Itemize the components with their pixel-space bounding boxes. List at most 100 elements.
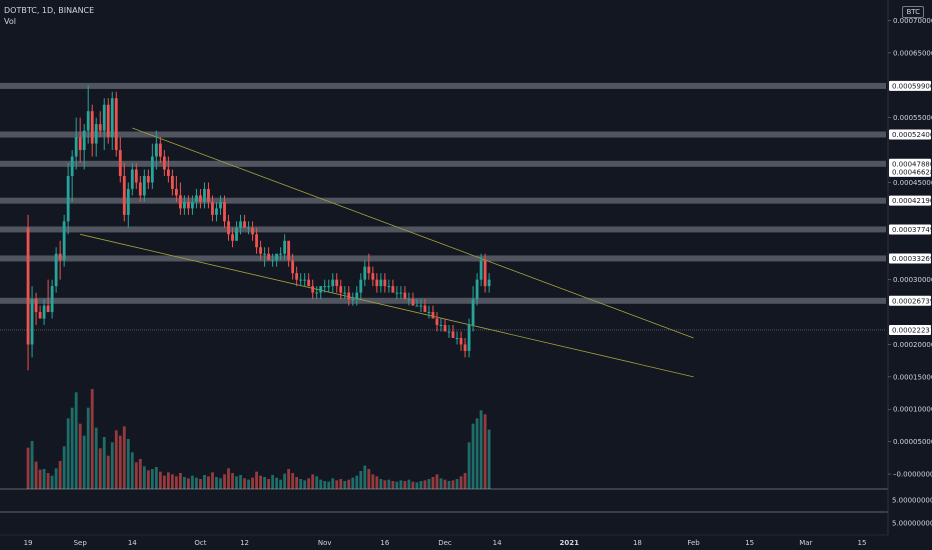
candle[interactable] — [138, 175, 142, 202]
candle[interactable] — [275, 253, 279, 267]
candle[interactable] — [283, 234, 287, 261]
candle[interactable] — [459, 331, 463, 351]
candle[interactable] — [383, 273, 387, 293]
price-label-6[interactable]: 0.00033269 — [889, 253, 932, 264]
candle[interactable] — [307, 273, 311, 287]
sr-zone-2[interactable] — [0, 160, 886, 167]
price-label-1[interactable]: 0.00052400 — [889, 129, 932, 140]
candle[interactable] — [419, 299, 423, 313]
candle[interactable] — [479, 253, 483, 287]
candle[interactable] — [98, 111, 102, 138]
candle[interactable] — [170, 169, 174, 196]
candle[interactable] — [263, 247, 267, 267]
candle[interactable] — [455, 331, 459, 345]
trendline-0[interactable] — [132, 127, 694, 339]
candle[interactable] — [475, 273, 479, 306]
candle[interactable] — [415, 299, 419, 307]
candle[interactable] — [327, 279, 331, 293]
candle[interactable] — [367, 253, 371, 280]
sr-zone-0[interactable] — [0, 82, 886, 89]
price-label-7[interactable]: 0.00026739 — [889, 295, 932, 306]
price-label-3[interactable]: 0.00046628 — [889, 166, 932, 177]
sr-zone-1[interactable] — [0, 131, 886, 138]
candle[interactable] — [407, 292, 411, 306]
candle[interactable] — [311, 279, 315, 300]
candle[interactable] — [387, 279, 391, 293]
candle[interactable] — [187, 195, 190, 215]
candle[interactable] — [195, 188, 198, 209]
candle[interactable] — [391, 279, 395, 293]
candle[interactable] — [142, 169, 146, 202]
candle[interactable] — [110, 91, 114, 151]
candle[interactable] — [199, 188, 202, 209]
candle[interactable] — [451, 325, 455, 338]
candle[interactable] — [247, 221, 250, 235]
candle[interactable] — [211, 195, 214, 222]
candle[interactable] — [122, 163, 126, 222]
candle[interactable] — [62, 214, 66, 267]
candle[interactable] — [66, 163, 70, 235]
candle[interactable] — [447, 325, 451, 338]
candle[interactable] — [363, 260, 367, 287]
candle[interactable] — [335, 273, 339, 293]
candle[interactable] — [271, 253, 275, 267]
candle[interactable] — [219, 195, 222, 215]
candle[interactable] — [423, 299, 427, 313]
candle[interactable] — [34, 292, 38, 326]
trendline-1[interactable] — [80, 233, 694, 378]
candle[interactable] — [375, 273, 379, 293]
candle[interactable] — [46, 279, 50, 313]
candle[interactable] — [343, 286, 347, 300]
candle[interactable] — [319, 286, 323, 300]
candle[interactable] — [179, 182, 182, 215]
candle[interactable] — [203, 182, 206, 209]
candle[interactable] — [487, 273, 491, 293]
candle[interactable] — [443, 318, 447, 332]
candle[interactable] — [295, 266, 299, 287]
price-label-2[interactable]: 0.00047880 — [889, 158, 932, 169]
candle[interactable] — [231, 227, 234, 248]
candle[interactable] — [427, 305, 431, 319]
candle[interactable] — [114, 91, 118, 157]
candle[interactable] — [118, 137, 122, 183]
price-label-4[interactable]: 0.00042190 — [889, 195, 932, 206]
candle[interactable] — [403, 286, 407, 300]
candle[interactable] — [134, 163, 138, 189]
candle[interactable] — [174, 175, 178, 202]
candle[interactable] — [331, 273, 335, 293]
candle[interactable] — [355, 286, 359, 306]
candle[interactable] — [78, 117, 82, 164]
candle[interactable] — [146, 169, 150, 189]
candle[interactable] — [54, 247, 58, 293]
candle[interactable] — [42, 299, 46, 326]
candle[interactable] — [50, 279, 54, 319]
candle[interactable] — [371, 266, 375, 287]
price-label-8[interactable]: 0.00022237 — [889, 324, 932, 335]
candle[interactable] — [411, 292, 415, 306]
candle[interactable] — [435, 312, 439, 332]
candle[interactable] — [255, 227, 258, 254]
candle[interactable] — [70, 150, 74, 202]
candle[interactable] — [315, 286, 319, 300]
candle[interactable] — [351, 292, 355, 306]
candle[interactable] — [223, 195, 226, 228]
candle[interactable] — [323, 279, 327, 293]
candle[interactable] — [395, 286, 399, 300]
candle[interactable] — [94, 117, 98, 157]
candle[interactable] — [86, 85, 90, 144]
candle[interactable] — [58, 240, 62, 280]
sr-zone-3[interactable] — [0, 197, 886, 204]
candle[interactable] — [287, 240, 291, 267]
candle[interactable] — [299, 273, 303, 287]
sr-zone-6[interactable] — [0, 297, 886, 304]
candle[interactable] — [215, 201, 218, 222]
candle[interactable] — [30, 286, 34, 358]
sr-zone-4[interactable] — [0, 226, 886, 233]
candle[interactable] — [227, 214, 230, 241]
candle[interactable] — [483, 253, 487, 293]
price-label-0[interactable]: 0.00059900 — [889, 80, 932, 91]
candle[interactable] — [303, 273, 307, 287]
candle[interactable] — [162, 150, 166, 176]
price-label-5[interactable]: 0.00037749 — [889, 224, 932, 235]
